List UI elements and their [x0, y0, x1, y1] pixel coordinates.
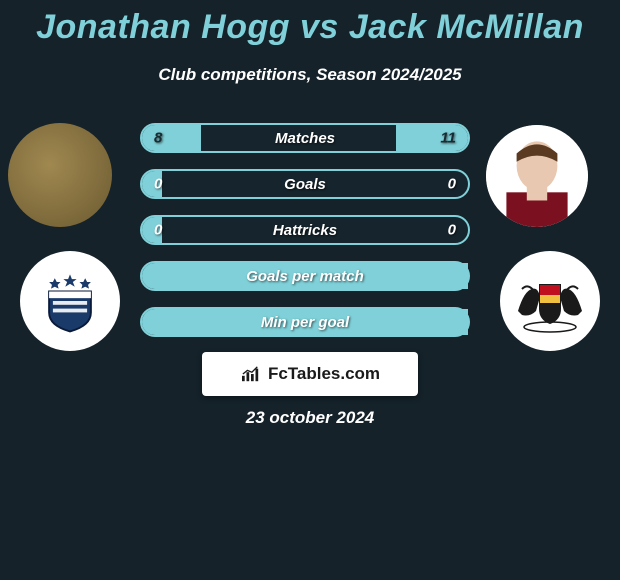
stat-left-value: 0: [154, 176, 162, 193]
stat-label: Hattricks: [273, 222, 337, 239]
club-right-badge: [500, 251, 600, 351]
chart-icon: [240, 365, 262, 383]
stat-left-value: 8: [154, 130, 162, 147]
comparison-date: 23 october 2024: [246, 408, 375, 428]
stat-label: Goals: [284, 176, 326, 193]
stat-row-hattricks: 0 Hattricks 0: [140, 215, 470, 245]
stat-left-value: 0: [154, 222, 162, 239]
club-left-badge: [20, 251, 120, 351]
player-right-avatar: [486, 125, 588, 227]
stat-label: Min per goal: [261, 314, 349, 331]
stat-row-min-per-goal: Min per goal: [140, 307, 470, 337]
comparison-title: Jonathan Hogg vs Jack McMillan: [0, 0, 620, 47]
stat-row-matches: 8 Matches 11: [140, 123, 470, 153]
stat-right-value: 11: [440, 130, 456, 147]
comparison-subtitle: Club competitions, Season 2024/2025: [0, 65, 620, 85]
stat-row-goals-per-match: Goals per match: [140, 261, 470, 291]
stat-row-goals: 0 Goals 0: [140, 169, 470, 199]
attribution-badge: FcTables.com: [202, 352, 418, 396]
stat-label: Goals per match: [246, 268, 364, 285]
player-left-avatar: [8, 123, 112, 227]
stat-label: Matches: [275, 130, 335, 147]
stats-area: 8 Matches 11 0 Goals 0 0 Hattricks 0 Goa…: [0, 123, 620, 373]
stat-right-value: 0: [448, 176, 456, 193]
attribution-text: FcTables.com: [268, 364, 380, 384]
stat-right-value: 0: [448, 222, 456, 239]
